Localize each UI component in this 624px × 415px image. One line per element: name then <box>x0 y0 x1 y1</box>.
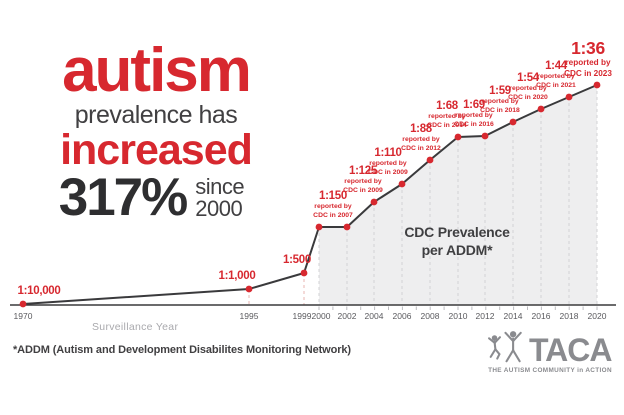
prevalence-line <box>22 84 598 305</box>
cdc-annotation-line2: per ADDM* <box>421 242 493 259</box>
data-point-2002 <box>343 223 351 231</box>
data-point-2016 <box>537 105 545 113</box>
cdc-annotation-line1: CDC Prevalence <box>404 224 510 240</box>
taca-wordmark: TACA <box>529 331 612 368</box>
data-point-2006 <box>398 180 406 188</box>
headline-prevalence-has: prevalence has <box>74 101 238 130</box>
data-point-2018 <box>565 93 573 101</box>
data-point-1970 <box>19 300 27 308</box>
addm-footnote: *ADDM (Autism and Development Disabilite… <box>13 344 351 356</box>
taca-figures-icon <box>488 331 522 363</box>
addm-shaded-area <box>319 85 597 305</box>
data-point-1995 <box>245 285 253 293</box>
taca-logo: TACA THE AUTISM COMMUNITY in ACTION <box>486 329 614 374</box>
headline-stat-row: 317% since 2000 <box>4 168 308 228</box>
x-axis-label: Surveillance Year <box>92 321 179 333</box>
data-point-2014 <box>509 118 517 126</box>
data-point-2008 <box>426 156 434 164</box>
data-point-2004 <box>370 198 378 206</box>
headline-autism: autism <box>62 36 252 105</box>
data-point-2020 <box>593 81 601 89</box>
cdc-prevalence-annotation: CDC Prevalence per ADDM* <box>391 223 523 259</box>
stat-317-percent: 317% <box>58 168 189 228</box>
taca-tagline: THE AUTISM COMMUNITY in ACTION <box>488 367 612 374</box>
stat-since-2000: since 2000 <box>195 174 245 221</box>
headline-block: autism prevalence has increased 317% sin… <box>4 36 308 228</box>
data-point-2012 <box>481 132 489 140</box>
headline-increased: increased <box>60 126 253 175</box>
taca-logo-row: TACA <box>486 329 614 368</box>
data-point-2010 <box>454 133 462 141</box>
data-point-2000 <box>315 223 323 231</box>
data-point-1999 <box>300 269 308 277</box>
